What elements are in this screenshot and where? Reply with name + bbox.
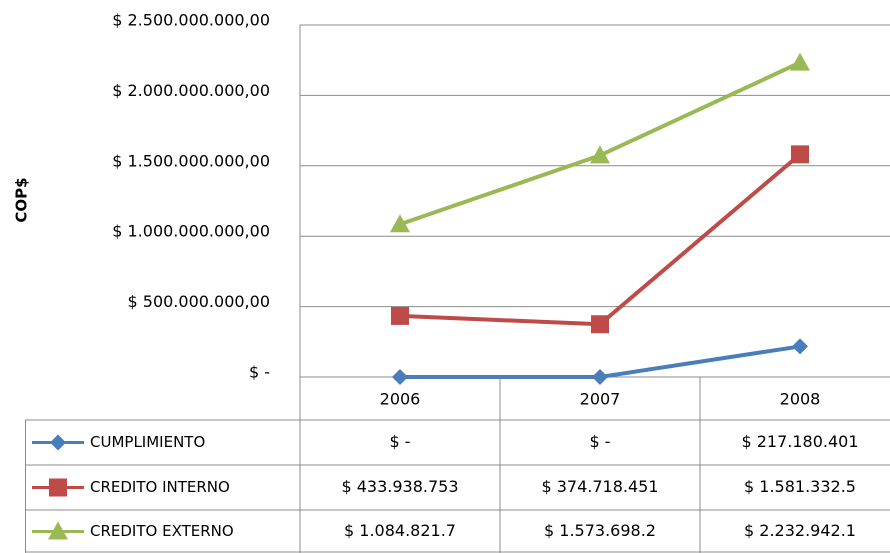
legend-key-marker	[50, 434, 66, 451]
y-axis-label: COP$	[13, 177, 31, 222]
marker	[392, 369, 408, 385]
y-tick-label: $ 2.500.000.000,00	[112, 11, 270, 30]
marker	[590, 145, 610, 164]
legend-label: CUMPLIMIENTO	[90, 433, 205, 451]
y-tick-label: $ 1.500.000.000,00	[112, 151, 270, 170]
table-value: $ -	[389, 432, 410, 451]
legend-label: CREDITO INTERNO	[90, 478, 230, 496]
marker	[790, 52, 810, 71]
marker	[791, 145, 809, 164]
marker	[391, 306, 409, 325]
y-tick-label: $ 2.000.000.000,00	[112, 81, 270, 100]
marker	[390, 214, 410, 233]
legend-label: CREDITO EXTERNO	[90, 522, 234, 540]
x-tick-label: 2008	[780, 390, 821, 409]
table-value: $ 1.573.698.2	[544, 521, 656, 540]
marker	[591, 315, 609, 334]
x-tick-label: 2006	[380, 390, 421, 409]
series-line	[399, 152, 802, 327]
table-value: $ 433.938.753	[341, 477, 458, 496]
y-tick-label: $ 500.000.000,00	[128, 292, 271, 311]
legend-key-marker	[48, 521, 68, 540]
marker	[792, 338, 808, 355]
x-tick-label: 2007	[580, 390, 621, 409]
table-value: $ 1.084.821.7	[344, 521, 456, 540]
marker	[592, 369, 608, 385]
y-tick-label: $ 1.000.000.000,00	[112, 222, 270, 241]
table-value: $ 2.232.942.1	[744, 521, 856, 540]
table-value: $ 374.718.451	[541, 477, 658, 496]
legend-key-marker	[49, 478, 67, 497]
table-value: $ 1.581.332.5	[744, 477, 856, 496]
y-tick-label: $ -	[249, 363, 270, 382]
table-value: $ -	[589, 432, 610, 451]
table-value: $ 217.180.401	[741, 432, 858, 451]
series-line	[399, 60, 801, 227]
